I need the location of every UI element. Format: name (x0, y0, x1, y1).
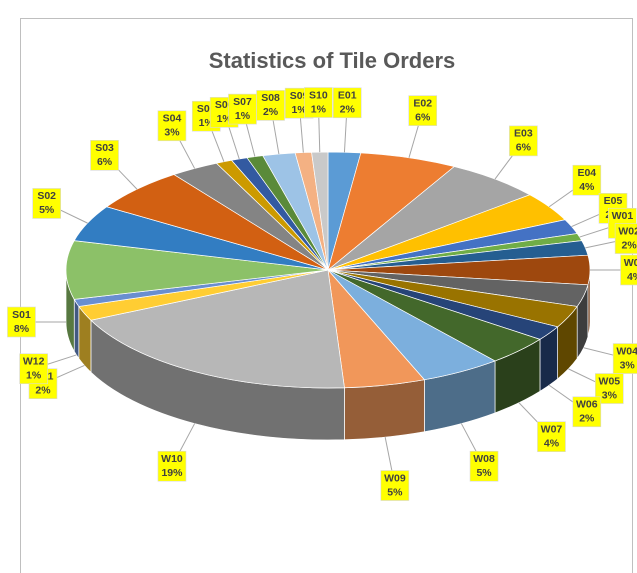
data-label: 19% (161, 467, 183, 479)
label-box (157, 450, 187, 482)
data-label: 3% (164, 127, 180, 139)
category-label: W02 (618, 225, 637, 237)
category-label: W06 (576, 399, 598, 411)
category-label: E03 (514, 128, 533, 140)
category-label: W01 (612, 210, 634, 222)
data-label: 1% (292, 104, 308, 116)
data-label: 6% (415, 111, 431, 123)
label-box (620, 254, 637, 286)
data-label: 2% (263, 106, 279, 118)
category-label: S01 (12, 309, 31, 321)
category-label: W09 (384, 472, 406, 484)
category-label: W07 (541, 423, 563, 435)
data-label: 3% (602, 389, 618, 401)
label-box (157, 110, 187, 142)
label-box (32, 188, 61, 219)
label-box (332, 87, 362, 119)
slice-side (73, 298, 80, 360)
label-box (256, 90, 285, 121)
data-label: 5% (39, 204, 55, 216)
category-label: S07 (233, 96, 252, 108)
category-label: W04 (616, 345, 637, 357)
data-label: 6% (516, 142, 532, 154)
category-label: W05 (599, 375, 621, 387)
slice-side (344, 379, 425, 441)
data-label: 4% (579, 181, 595, 193)
label-box (380, 470, 410, 501)
category-label: E04 (577, 167, 596, 179)
data-label: 6% (97, 156, 113, 168)
label-box (612, 343, 637, 374)
label-box (228, 93, 257, 125)
chart-title: Statistics of Tile Orders (209, 48, 456, 73)
category-label: S08 (261, 92, 280, 104)
category-label: W10 (161, 453, 183, 465)
data-label: 1% (311, 103, 327, 115)
label-box (509, 125, 538, 157)
data-label: 4% (544, 437, 560, 449)
data-label: 2% (579, 413, 595, 425)
category-label: S10 (309, 89, 328, 101)
data-label: 2% (340, 104, 356, 116)
data-label: 5% (476, 467, 492, 479)
data-label: 2% (35, 384, 51, 396)
category-label: S04 (163, 113, 182, 125)
slice (90, 269, 345, 389)
slice (311, 151, 329, 271)
slice (65, 240, 329, 300)
data-label: 1% (235, 110, 251, 122)
data-label: 4% (627, 271, 637, 283)
category-label: E01 (338, 90, 357, 102)
category-label: S02 (37, 190, 56, 202)
label-box (408, 95, 438, 126)
label-box (7, 306, 36, 338)
label-box (572, 164, 602, 196)
category-label: E05 (604, 195, 623, 207)
category-label: S09 (290, 90, 309, 102)
category-label: E02 (413, 97, 432, 109)
label-box (614, 223, 637, 254)
category-label: W08 (473, 453, 495, 465)
category-label: W03 (624, 257, 637, 269)
label-box (304, 87, 333, 118)
data-label: 5% (387, 486, 403, 498)
data-label: 8% (14, 323, 30, 335)
category-label: S03 (95, 142, 114, 154)
label-box (90, 139, 119, 171)
label-box (537, 421, 566, 453)
data-label: 2% (622, 239, 637, 251)
label-box (19, 353, 48, 385)
data-label: 3% (620, 359, 636, 371)
label-box (572, 396, 602, 428)
category-label: W12 (23, 356, 45, 368)
data-label: 1% (26, 370, 42, 382)
label-box (469, 450, 499, 482)
